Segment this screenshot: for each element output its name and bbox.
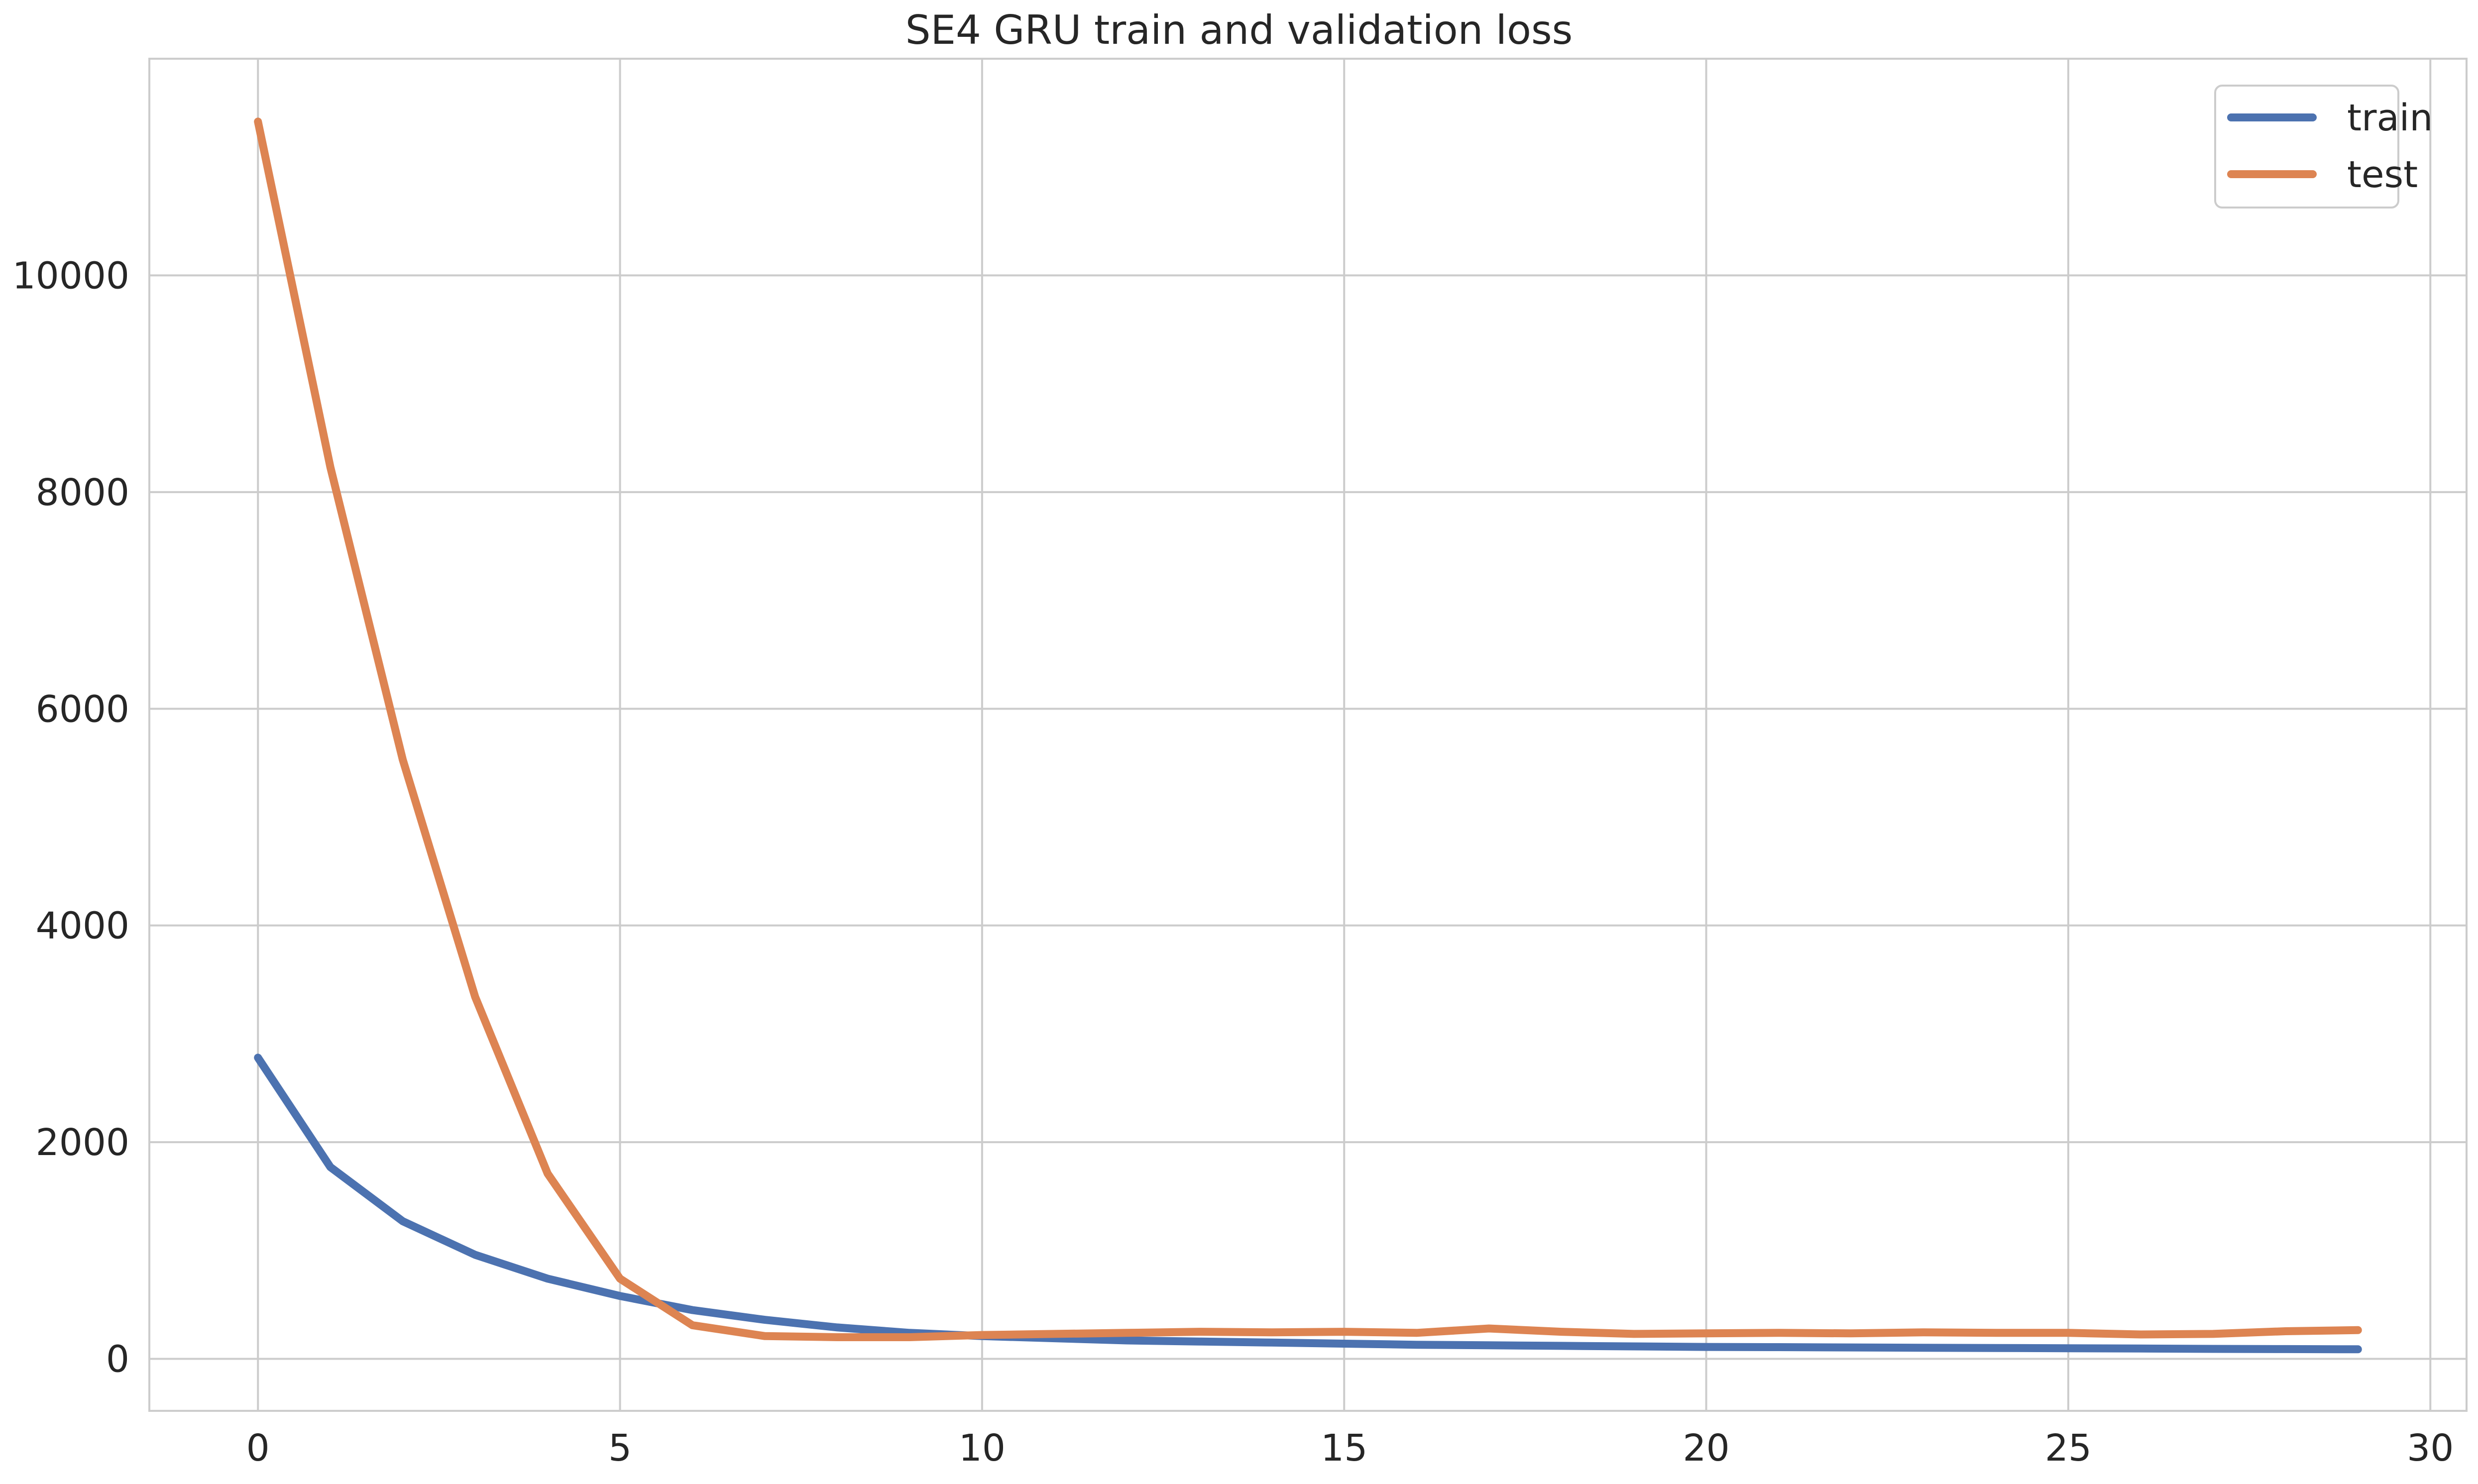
y-tick-label: 2000	[36, 1121, 129, 1164]
series-line-test	[254, 117, 2362, 1341]
x-tick-label: 20	[1683, 1427, 1729, 1470]
series-line-train	[254, 1054, 2362, 1354]
series-lines	[254, 117, 2362, 1354]
x-axis-ticks: 0 5 10 15 20 25 30	[246, 1427, 2454, 1470]
x-tick-label: 30	[2407, 1427, 2454, 1470]
x-tick-label: 15	[1321, 1427, 1367, 1470]
y-tick-label: 6000	[36, 688, 129, 731]
legend-label-train: train	[2347, 97, 2433, 139]
chart-title: SE4 GRU train and validation loss	[905, 7, 1573, 53]
x-tick-label: 10	[959, 1427, 1006, 1470]
y-tick-label: 10000	[12, 254, 129, 297]
plot-area-frame	[148, 58, 2468, 1412]
x-tick-label: 25	[2045, 1427, 2092, 1470]
x-tick-label: 5	[608, 1427, 632, 1470]
y-tick-label: 8000	[36, 471, 129, 514]
gridlines	[149, 59, 2467, 1411]
y-tick-label: 0	[106, 1338, 129, 1381]
legend: train test	[2214, 85, 2433, 209]
legend-label-test: test	[2347, 153, 2418, 196]
y-axis-ticks: 0 2000 4000 6000 8000 10000	[12, 254, 129, 1380]
y-tick-label: 4000	[36, 905, 129, 948]
x-tick-label: 0	[246, 1427, 270, 1470]
